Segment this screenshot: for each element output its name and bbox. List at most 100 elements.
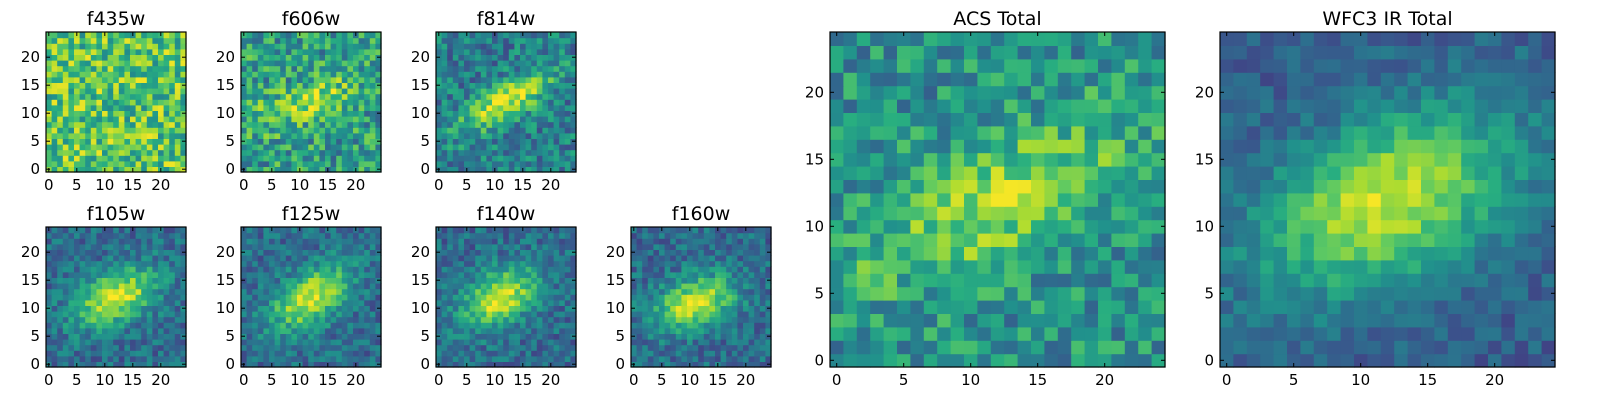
heatmap-cell: [452, 127, 459, 134]
heatmap-cell: [759, 277, 766, 284]
heatmap-cell: [703, 344, 710, 351]
heatmap-cell: [475, 344, 482, 351]
heatmap-cell: [1031, 353, 1045, 368]
heatmap-cell: [274, 333, 281, 340]
heatmap-cell: [923, 273, 938, 288]
heatmap-cell: [497, 110, 504, 117]
heatmap-cell: [297, 54, 304, 61]
heatmap-cell: [570, 339, 577, 346]
heatmap-cell: [325, 160, 332, 167]
heatmap-cell: [492, 127, 499, 134]
heatmap-cell: [319, 344, 326, 351]
heatmap-cell: [347, 232, 354, 239]
heatmap-cell: [152, 127, 159, 134]
heatmap-cell: [74, 243, 81, 250]
heatmap-cell: [364, 71, 371, 78]
heatmap-cell: [353, 104, 360, 111]
heatmap-cell: [469, 166, 476, 173]
heatmap-cell: [525, 76, 532, 83]
heatmap-cell: [1084, 219, 1099, 234]
heatmap-cell: [241, 160, 248, 167]
heatmap-cell: [313, 76, 320, 83]
heatmap-cell: [74, 271, 81, 278]
heatmap-cell: [553, 121, 560, 128]
heatmap-cell: [274, 232, 281, 239]
heatmap-cell: [158, 160, 165, 167]
heatmap-cell: [269, 243, 276, 250]
heatmap-cell: [113, 283, 120, 290]
heatmap-cell: [1151, 300, 1166, 314]
heatmap-cell: [631, 260, 638, 267]
heatmap-cell: [441, 288, 448, 295]
heatmap-cell: [130, 288, 137, 295]
heatmap-cell: [737, 294, 744, 301]
heatmap-cell: [51, 32, 58, 39]
heatmap-cell: [883, 166, 898, 180]
y-tick-label: 0: [30, 355, 40, 373]
heatmap-cell: [503, 110, 510, 117]
heatmap-cell: [158, 277, 165, 284]
heatmap-cell: [990, 219, 1005, 234]
heatmap-cell: [452, 249, 459, 256]
heatmap-cell: [743, 266, 750, 273]
heatmap-cell: [257, 155, 264, 162]
heatmap-cell: [285, 243, 292, 250]
heatmap-cell: [709, 271, 716, 278]
heatmap-cell: [369, 255, 376, 262]
heatmap-cell: [364, 232, 371, 239]
heatmap-cell: [285, 333, 292, 340]
heatmap-cell: [664, 355, 671, 362]
heatmap-cell: [96, 294, 103, 301]
heatmap-cell: [503, 283, 510, 290]
axis-ticks: [631, 227, 771, 367]
heatmap-cell: [369, 277, 376, 284]
heatmap-cell: [559, 60, 566, 67]
y-tick-label: 10: [216, 104, 235, 122]
heatmap-cell: [158, 294, 165, 301]
heatmap-cell: [542, 121, 549, 128]
heatmap-cell: [107, 71, 114, 78]
heatmap-cell: [130, 271, 137, 278]
heatmap-cell: [525, 37, 532, 44]
heatmap-cell: [964, 166, 978, 180]
heatmap-cell: [631, 311, 638, 318]
heatmap-cell: [46, 76, 53, 83]
heatmap-cell: [531, 299, 538, 306]
heatmap-cell: [257, 327, 264, 334]
heatmap-cell: [174, 288, 181, 295]
heatmap-cell: [285, 127, 292, 134]
heatmap-cell: [636, 288, 643, 295]
heatmap-cell: [748, 355, 755, 362]
heatmap-cell: [553, 104, 560, 111]
heatmap-cell: [141, 232, 148, 239]
heatmap-cell: [469, 138, 476, 145]
heatmap-cell: [291, 60, 298, 67]
heatmap-cell: [1084, 233, 1099, 247]
heatmap-cell: [358, 271, 365, 278]
heatmap-cell: [748, 294, 755, 301]
heatmap-cell: [525, 294, 532, 301]
heatmap-cell: [51, 76, 58, 83]
heatmap-cell: [90, 344, 97, 351]
heatmap-cell: [480, 88, 487, 95]
heatmap-cell: [285, 271, 292, 278]
heatmap-cell: [564, 127, 571, 134]
heatmap-cell: [1004, 206, 1019, 221]
heatmap-cell: [492, 65, 499, 72]
heatmap-cell: [675, 255, 682, 262]
heatmap-cell: [647, 255, 654, 262]
heatmap-cell: [664, 271, 671, 278]
heatmap-cell: [51, 271, 58, 278]
heatmap-cell: [141, 99, 148, 106]
heatmap-cell: [135, 155, 142, 162]
heatmap-cell: [79, 333, 86, 340]
heatmap-cell: [548, 283, 555, 290]
heatmap-cell: [441, 127, 448, 134]
heatmap-cell: [62, 43, 69, 50]
heatmap-cell: [508, 243, 515, 250]
heatmap-cell: [313, 104, 320, 111]
heatmap-cell: [96, 355, 103, 362]
heatmap-cell: [531, 121, 538, 128]
heatmap-cell: [325, 271, 332, 278]
heatmap-cell: [252, 160, 259, 167]
